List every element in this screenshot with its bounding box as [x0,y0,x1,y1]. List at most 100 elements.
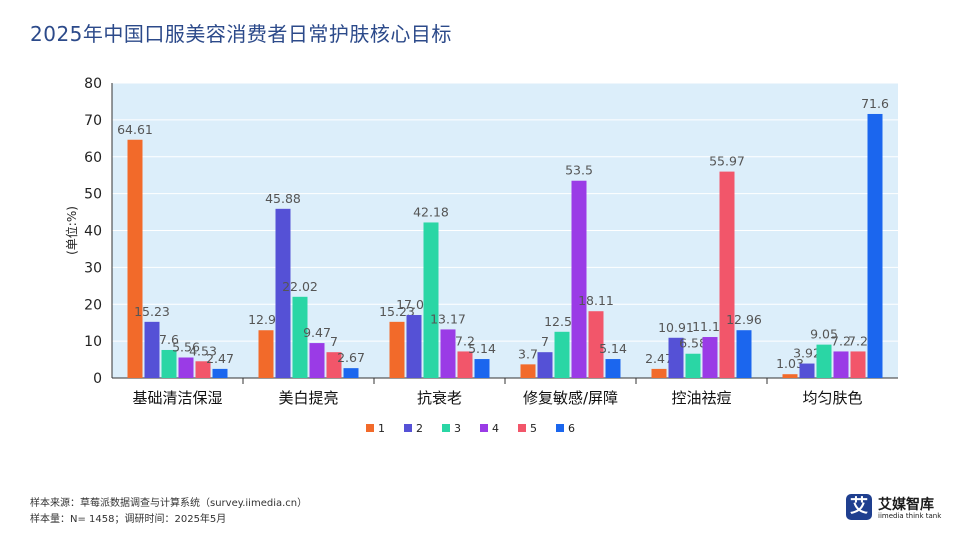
legend-swatch-1 [366,424,374,432]
bar-2-1 [144,321,160,378]
logo-mark: 艾 [846,494,872,520]
bar-4-1 [178,357,194,378]
data-label: 12.53 [544,314,580,329]
bar-3-3 [423,222,439,378]
bar-4-5 [702,337,718,378]
bar-4-6 [833,351,849,378]
y-tick-label: 0 [93,371,102,387]
bar-3-2 [292,296,308,378]
y-tick-label: 10 [84,334,102,350]
data-label: 4.53 [189,343,217,358]
x-tick-label: 美白提亮 [278,389,338,407]
data-label: 1.03 [776,356,804,371]
y-tick-label: 60 [84,150,102,166]
data-label: 12.95 [248,312,284,327]
bar-6-3 [474,359,490,378]
data-label: 5.14 [599,341,627,356]
bar-5-1 [195,361,211,378]
data-label: 53.5 [565,163,593,178]
bar-3-1 [161,349,177,378]
x-tick-label: 控油祛痘 [671,389,731,407]
data-label: 22.02 [282,279,318,294]
y-tick-label: 50 [84,187,102,203]
data-label: 64.61 [117,122,153,137]
bar-2-2 [275,208,291,378]
data-label: 17.08 [396,297,432,312]
bar-5-3 [457,351,473,378]
data-label: 15.23 [379,304,415,319]
legend-label: 5 [530,422,537,435]
data-label: 7.6 [159,332,179,347]
bar-5-2 [326,352,342,378]
bar-1-1 [127,139,143,378]
data-label: 2.47 [645,351,673,366]
bar-4-2 [309,343,325,378]
data-label: 6.58 [679,336,707,351]
bar-6-1 [212,368,228,378]
data-label: 2.67 [337,350,365,365]
bar-5-6 [850,351,866,378]
bar-6-4 [605,359,621,378]
bar-1-2 [258,330,274,378]
bar-3-4 [554,331,570,378]
data-label: 15.23 [134,304,170,319]
logo-name: 艾媒智库 [878,497,934,513]
data-label: 5.14 [468,341,496,356]
data-label: 55.97 [709,154,745,169]
y-axis-label: (单位:%) [64,206,79,255]
data-label: 5.56 [172,339,200,354]
bar-2-4 [537,352,553,378]
data-label: 7.2 [848,333,868,348]
data-label: 7 [541,334,549,349]
legend-label: 3 [454,422,461,435]
legend-swatch-6 [556,424,564,432]
x-tick-label: 修复敏感/屏障 [523,389,618,407]
data-label: 9.47 [303,325,331,340]
data-label: 45.88 [265,191,301,206]
source-note: 样本来源：草莓派数据调查与计算系统（survey.iimedia.cn） [30,498,308,509]
bar-6-5 [736,330,752,378]
bar-4-3 [440,329,456,378]
legend-label: 6 [568,422,575,435]
bar-1-3 [389,321,405,378]
x-tick-label: 均匀肤色 [802,389,862,407]
data-label: 18.11 [578,293,614,308]
bar-2-6 [799,363,815,378]
logo-sub: iimedia think tank [878,512,942,520]
logo: 艾 艾媒智库 iimedia think tank [846,494,946,524]
legend-swatch-2 [404,424,412,432]
legend-swatch-5 [518,424,526,432]
data-label: 42.18 [413,204,449,219]
legend-label: 1 [378,422,385,435]
bar-1-5 [651,368,667,378]
bar-1-4 [520,364,536,378]
y-tick-label: 20 [84,297,102,313]
bar-6-6 [867,113,883,378]
bar-4-4 [571,180,587,378]
data-label: 7.2 [831,333,851,348]
y-tick-label: 30 [84,260,102,276]
legend-swatch-4 [480,424,488,432]
bar-3-5 [685,353,701,378]
data-label: 9.05 [810,327,838,342]
bar-5-5 [719,171,735,378]
bar-2-5 [668,337,684,378]
data-label: 3.7 [518,346,538,361]
legend-label: 4 [492,422,499,435]
data-label: 7.2 [455,333,475,348]
sample-note: 样本量：N= 1458；调研时间：2025年5月 [30,514,227,525]
legend-swatch-3 [442,424,450,432]
y-tick-label: 70 [84,113,102,129]
page-title: 2025年中国口服美容消费者日常护肤核心目标 [30,22,452,46]
bar-6-2 [343,368,359,378]
legend-label: 2 [416,422,423,435]
data-label: 12.96 [726,312,762,327]
data-label: 3.92 [793,346,821,361]
data-label: 11.11 [692,319,728,334]
x-tick-label: 基础清洁保湿 [132,389,222,407]
data-label: 2.47 [206,351,234,366]
data-label: 13.17 [430,311,466,326]
bar-2-3 [406,315,422,378]
data-label: 10.91 [658,320,694,335]
